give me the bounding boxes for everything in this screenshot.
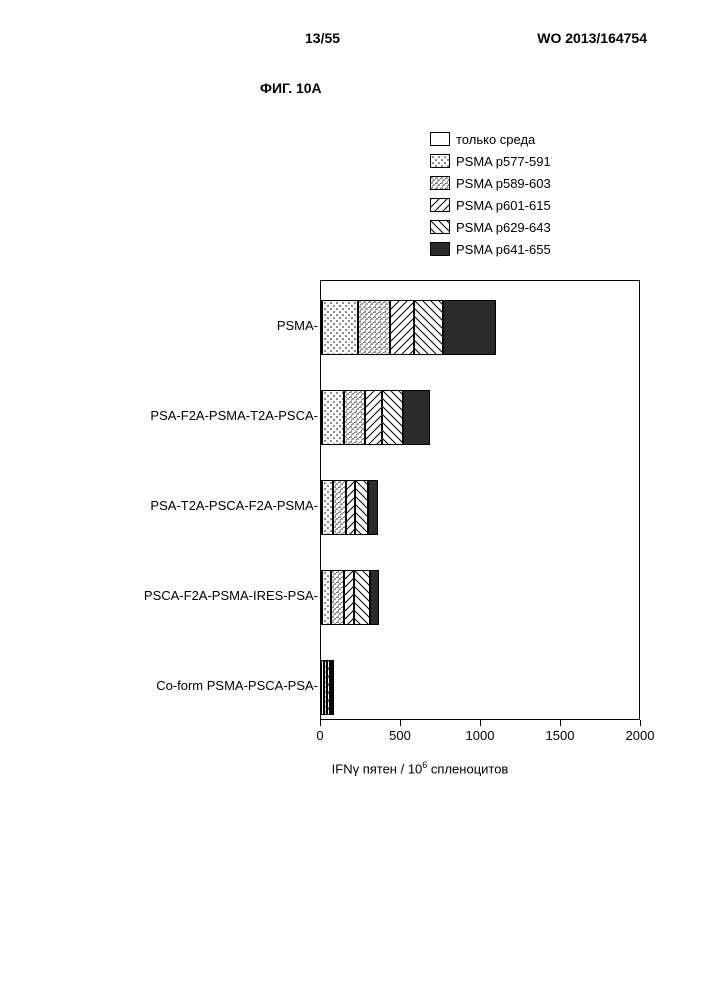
x-tick-mark — [640, 720, 641, 726]
legend-label: PSMA p601-615 — [456, 198, 551, 213]
bar-segment — [332, 660, 334, 715]
legend-item: PSMA p577-591 — [430, 152, 551, 170]
legend-label: PSMA p641-655 — [456, 242, 551, 257]
category-label: PSA-T2A-PSCA-F2A-PSMA- — [80, 498, 318, 513]
document-id: WO 2013/164754 — [537, 30, 647, 46]
x-tick-mark — [400, 720, 401, 726]
x-tick-label: 1500 — [546, 728, 575, 743]
legend-swatch — [430, 242, 450, 256]
legend-label: PSMA p589-603 — [456, 176, 551, 191]
x-axis-title: IFNγ пятен / 106 спленоцитов — [260, 760, 580, 776]
bar-segment — [344, 570, 354, 625]
bar-segment — [344, 390, 365, 445]
figure-title: ФИГ. 10A — [260, 80, 322, 96]
bar-segment — [354, 570, 370, 625]
bar-segment — [365, 390, 383, 445]
bar-segment — [390, 300, 414, 355]
legend-swatch — [430, 220, 450, 234]
legend-item: PSMA p641-655 — [430, 240, 551, 258]
legend-swatch — [430, 176, 450, 190]
category-label: Co-form PSMA-PSCA-PSA- — [80, 678, 318, 693]
legend-item: PSMA p589-603 — [430, 174, 551, 192]
bar-segment — [355, 480, 368, 535]
bar-segment — [346, 480, 356, 535]
legend-label: PSMA p577-591 — [456, 154, 551, 169]
legend-label: PSMA p629-643 — [456, 220, 551, 235]
bar-segment — [443, 300, 496, 355]
category-label: PSA-F2A-PSMA-T2A-PSCA- — [80, 408, 318, 423]
x-tick-label: 1000 — [466, 728, 495, 743]
bar-segment — [358, 300, 390, 355]
legend-label: только среда — [456, 132, 535, 147]
bar-segment — [403, 390, 430, 445]
x-tick-mark — [480, 720, 481, 726]
legend-item: PSMA p629-643 — [430, 218, 551, 236]
bar-segment — [322, 570, 332, 625]
x-tick-mark — [560, 720, 561, 726]
x-tick-label: 2000 — [626, 728, 655, 743]
chart-legend: только среда PSMA p577-591 PSMA p589-603 PS… — [430, 130, 551, 262]
legend-swatch — [430, 198, 450, 212]
bar-segment — [368, 480, 378, 535]
legend-item: только среда — [430, 130, 551, 148]
bar-segment — [382, 390, 403, 445]
bar-segment — [333, 480, 346, 535]
legend-swatch — [430, 132, 450, 146]
category-label: PSMA- — [80, 318, 318, 333]
x-tick-label: 0 — [316, 728, 323, 743]
bar-segment — [370, 570, 380, 625]
page-number: 13/55 — [305, 30, 340, 46]
bar-segment — [331, 570, 344, 625]
bar-segment — [322, 300, 359, 355]
x-tick-label: 500 — [389, 728, 411, 743]
bar-segment — [322, 480, 333, 535]
bar-segment — [414, 300, 443, 355]
legend-swatch — [430, 154, 450, 168]
category-label: PSCA-F2A-PSMA-IRES-PSA- — [80, 588, 318, 603]
legend-item: PSMA p601-615 — [430, 196, 551, 214]
bar-segment — [322, 390, 344, 445]
x-tick-mark — [320, 720, 321, 726]
